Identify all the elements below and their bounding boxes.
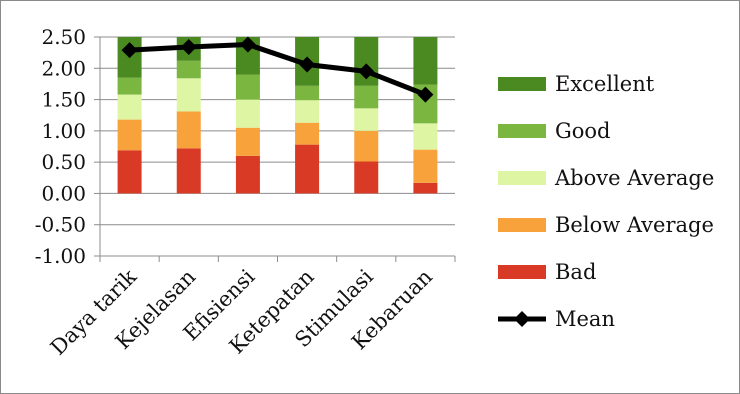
y-tick-label: 2.00 <box>41 56 86 80</box>
bar-segment-good <box>117 77 142 95</box>
legend-swatch <box>498 218 546 232</box>
mean-marker <box>299 56 316 73</box>
mean-line-path <box>129 42 427 97</box>
mean-marker <box>239 36 256 53</box>
mean-marker <box>180 39 197 56</box>
y-tick-label: 0.00 <box>41 181 86 205</box>
bar-segment-bad <box>235 155 260 194</box>
bar-segment-above-average <box>295 100 320 123</box>
bar-segment-bad <box>117 150 142 194</box>
axes <box>94 36 456 262</box>
y-tick-label: 1.50 <box>41 88 86 112</box>
legend: Excellent Good Above Average Below Average B… <box>498 72 714 331</box>
bar-segment-bad <box>354 161 379 194</box>
legend-label: Above Average <box>554 166 714 190</box>
bar-segment-above-average <box>413 123 438 150</box>
y-tick-label: 0.50 <box>41 150 86 174</box>
legend-label: Excellent <box>555 72 655 96</box>
y-tick-label: -1.00 <box>35 244 86 268</box>
mean-marker <box>358 63 375 80</box>
legend-swatch <box>498 77 546 91</box>
bar-segment-good <box>354 85 379 109</box>
bar-segment-below-average <box>354 130 379 162</box>
bar-segment-below-average <box>413 149 438 183</box>
y-tick-labels: 2.50 2.00 1.50 1.00 0.50 0.00 -0.50 -1.00 <box>35 25 86 268</box>
grid-lines <box>100 36 455 257</box>
bar-segment-below-average <box>295 122 320 145</box>
legend-swatch <box>498 171 546 185</box>
mean-marker <box>121 42 138 59</box>
legend-label: Mean <box>555 307 615 331</box>
mean-line <box>121 36 434 103</box>
bar-segment-below-average <box>117 119 142 151</box>
bar-segment-above-average <box>117 94 142 120</box>
y-tick-label: 2.50 <box>41 25 86 49</box>
mean-marker <box>417 86 434 103</box>
legend-label: Below Average <box>555 213 714 237</box>
bars <box>117 37 438 194</box>
bar-segment-excellent <box>413 37 438 85</box>
bar-segment-above-average <box>235 99 260 128</box>
y-tick-label: -0.50 <box>35 213 86 237</box>
bar-segment-good <box>235 74 260 100</box>
legend-swatch <box>498 124 546 138</box>
y-tick-label: 1.00 <box>41 119 86 143</box>
bar-segment-above-average <box>354 108 379 131</box>
legend-marker <box>514 311 530 327</box>
bar-segment-good <box>295 85 320 101</box>
legend-swatch <box>498 265 546 279</box>
bar-segment-good <box>176 60 201 79</box>
bar-segment-bad <box>176 148 201 194</box>
legend-label: Good <box>555 119 611 143</box>
bar-segment-bad <box>295 144 320 194</box>
bar-segment-above-average <box>176 78 201 112</box>
bar-segment-bad <box>413 182 438 194</box>
bar-segment-below-average <box>235 127 260 156</box>
bar-segment-below-average <box>176 111 201 149</box>
legend-label: Bad <box>555 260 596 284</box>
